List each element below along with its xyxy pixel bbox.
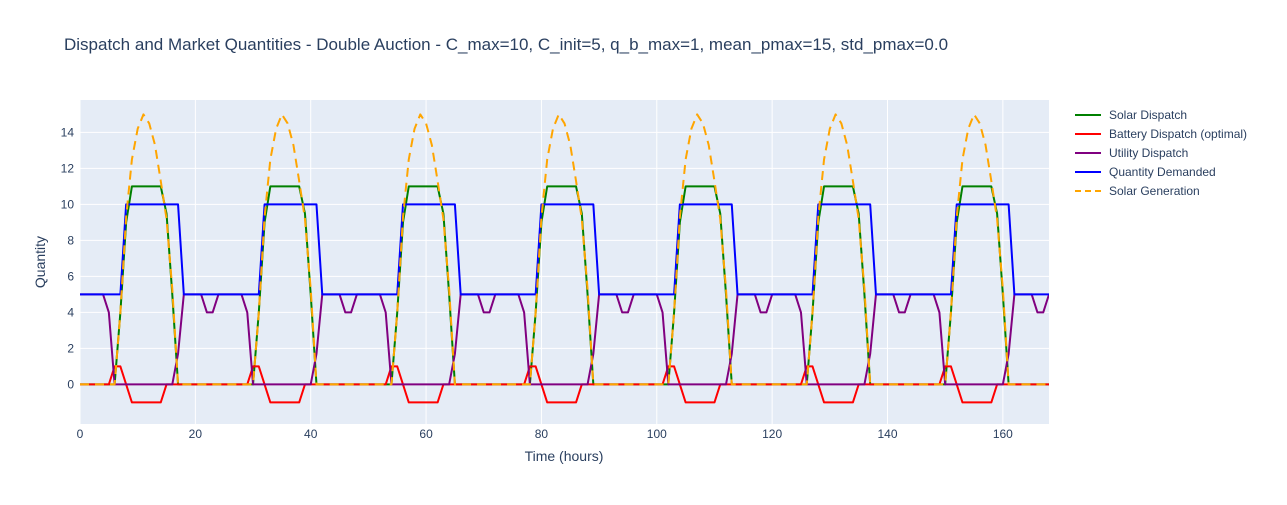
x-tick-label: 40 — [304, 427, 318, 441]
y-tick-label: 8 — [67, 233, 74, 247]
y-tick-label: 4 — [67, 305, 74, 319]
tick-labels: 0 20 40 60 80 100 120 140 160 0 2 4 6 8 10 12 14 — [61, 125, 1014, 441]
legend-item[interactable]: Utility Dispatch — [1075, 146, 1188, 160]
legend: Solar Dispatch Battery Dispatch (optimal)… — [1075, 108, 1247, 198]
legend-label: Solar Dispatch — [1109, 108, 1187, 122]
x-tick-label: 20 — [189, 427, 203, 441]
legend-label: Solar Generation — [1109, 184, 1200, 198]
x-tick-label: 120 — [762, 427, 782, 441]
y-tick-label: 6 — [67, 269, 74, 283]
x-tick-label: 80 — [535, 427, 549, 441]
legend-label: Utility Dispatch — [1109, 146, 1188, 160]
legend-item[interactable]: Solar Generation — [1075, 184, 1200, 198]
y-tick-label: 2 — [67, 341, 74, 355]
legend-label: Quantity Demanded — [1109, 165, 1216, 179]
series-group — [80, 113, 1049, 404]
x-tick-label: 160 — [993, 427, 1013, 441]
battery-dispatch-optimal-line — [80, 365, 1049, 404]
chart-title: Dispatch and Market Quantities - Double … — [64, 35, 948, 54]
x-tick-label: 140 — [877, 427, 897, 441]
legend-item[interactable]: Quantity Demanded — [1075, 165, 1216, 179]
y-tick-label: 12 — [61, 161, 75, 175]
y-tick-label: 0 — [67, 377, 74, 391]
legend-item[interactable]: Battery Dispatch (optimal) — [1075, 127, 1247, 141]
x-tick-label: 100 — [647, 427, 667, 441]
y-tick-label: 10 — [61, 197, 75, 211]
y-axis-label: Quantity — [32, 236, 48, 288]
x-tick-label: 0 — [77, 427, 84, 441]
y-tick-label: 14 — [61, 125, 75, 139]
quantity-demanded-line — [80, 203, 1049, 296]
legend-item[interactable]: Solar Dispatch — [1075, 108, 1187, 122]
solar-generation-line — [80, 113, 1049, 386]
x-axis-label: Time (hours) — [525, 448, 604, 464]
x-tick-label: 60 — [419, 427, 433, 441]
plot-area[interactable] — [80, 100, 1049, 424]
legend-label: Battery Dispatch (optimal) — [1109, 127, 1247, 141]
